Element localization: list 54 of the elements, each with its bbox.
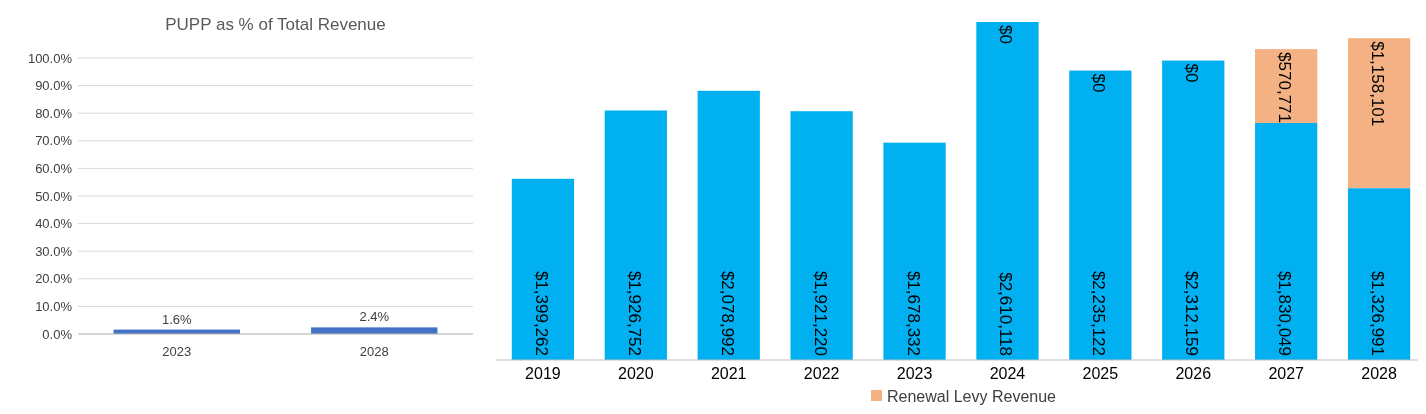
- bar: [697, 90, 760, 360]
- y-tick-label: 30.0%: [35, 243, 73, 259]
- bar: [976, 22, 1039, 360]
- data-label: $1,678,332: [903, 270, 923, 356]
- legend-label: Renewal Levy Revenue: [887, 387, 1057, 405]
- bar: [1255, 49, 1318, 124]
- data-label: $1,326,991: [1368, 270, 1388, 356]
- data-label: $2,235,122: [1089, 270, 1109, 356]
- data-label: $1,399,262: [531, 270, 551, 356]
- x-tick-label: 2020: [618, 365, 654, 382]
- x-tick-label: 2028: [359, 344, 389, 359]
- bar: [604, 110, 667, 360]
- y-tick-label: 90.0%: [35, 78, 73, 94]
- y-tick-label: 50.0%: [35, 188, 73, 204]
- bar: [1069, 70, 1132, 360]
- y-tick-label: 100.0%: [27, 50, 73, 66]
- data-label: $2,078,992: [717, 270, 737, 356]
- x-tick-label: 2027: [1268, 365, 1305, 382]
- data-label: $0: [996, 25, 1016, 44]
- chart-title: PUPP as % of Total Revenue: [165, 15, 386, 34]
- data-label: $0: [1089, 73, 1109, 93]
- x-tick-label: 2023: [896, 365, 933, 382]
- x-tick-label: 2022: [803, 365, 840, 382]
- x-tick-label: 2021: [710, 365, 747, 382]
- bar: [790, 111, 853, 360]
- x-tick-label: 2019: [525, 365, 561, 382]
- data-label: 1.6%: [161, 311, 192, 327]
- bar: [511, 178, 575, 360]
- y-tick-label: 70.0%: [35, 133, 73, 149]
- data-label: $0: [1182, 63, 1202, 83]
- x-tick-label: 2026: [1175, 365, 1212, 382]
- y-tick-label: 60.0%: [35, 160, 73, 176]
- data-label: $1,830,049: [1275, 270, 1295, 356]
- y-tick-label: 0.0%: [42, 326, 73, 342]
- data-label: $1,158,101: [1368, 41, 1388, 127]
- data-label: $2,610,118: [996, 272, 1016, 356]
- y-tick-label: 40.0%: [35, 216, 73, 232]
- x-tick-label: 2023: [162, 344, 192, 359]
- bar: [883, 142, 946, 360]
- y-tick-label: 20.0%: [35, 271, 73, 287]
- data-label: 2.4%: [359, 309, 390, 325]
- bar: [1162, 60, 1225, 360]
- bar: [1255, 123, 1318, 360]
- data-label: $1,926,752: [624, 270, 644, 356]
- data-label: $1,921,220: [810, 270, 830, 356]
- x-tick-label: 2024: [989, 365, 1026, 382]
- x-tick-label: 2025: [1082, 365, 1119, 382]
- x-tick-label: 2028: [1361, 365, 1397, 382]
- bar: [1347, 38, 1411, 189]
- y-tick-label: 10.0%: [35, 298, 73, 314]
- y-tick-label: 80.0%: [35, 105, 73, 121]
- data-label: $570,771: [1275, 52, 1295, 124]
- data-label: $2,312,159: [1182, 270, 1202, 356]
- bar: [1347, 188, 1411, 360]
